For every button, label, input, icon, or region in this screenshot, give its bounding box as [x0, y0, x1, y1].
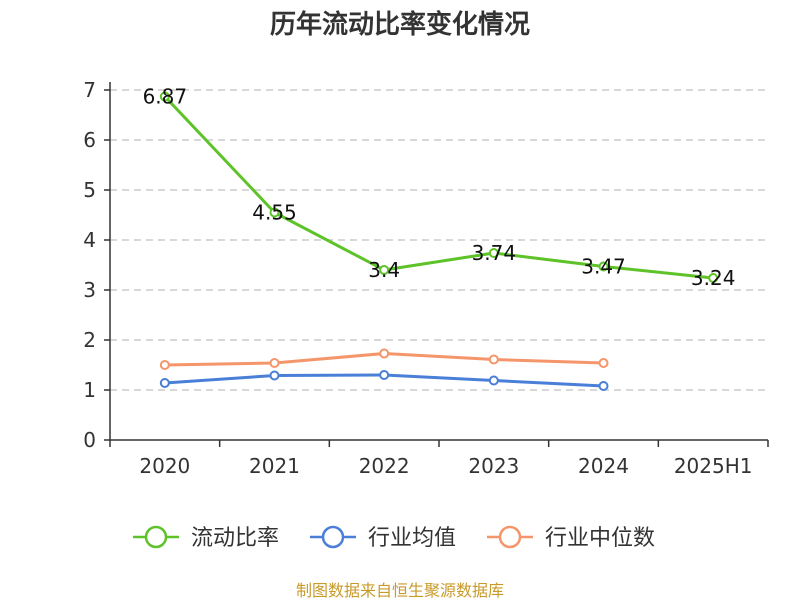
- y-tick-label: 5: [83, 178, 96, 202]
- data-label: 3.4: [368, 258, 400, 282]
- data-point: [379, 265, 390, 275]
- y-tick-label: 3: [83, 278, 96, 302]
- data-label: 6.87: [143, 85, 188, 109]
- y-tick-label: 2: [83, 328, 96, 352]
- y-tick-label: 6: [83, 128, 96, 152]
- legend-marker: [144, 525, 168, 549]
- data-label: 3.47: [581, 255, 626, 279]
- data-labels: 6.87 4.55 3.4 3.74 3.47 3.24: [143, 85, 736, 291]
- legend-label: 行业中位数: [545, 526, 655, 551]
- series-line-0: [163, 95, 714, 280]
- data-point: [159, 378, 170, 388]
- data-point: [488, 375, 499, 386]
- legend-marker: [321, 525, 345, 549]
- data-point: [379, 370, 390, 380]
- data-point: [488, 354, 499, 365]
- axes: 0 1 2 3 4 5 6 7 2020 2021 2022 2023 2024 2025H1: [83, 78, 769, 478]
- x-tick-label: 2024: [578, 454, 629, 478]
- y-tick-label: 7: [83, 78, 96, 102]
- data-point: [488, 248, 499, 258]
- legend-label: 行业均值: [368, 526, 456, 551]
- series-lines: [159, 91, 719, 391]
- data-label: 3.74: [472, 241, 517, 265]
- data-point: [598, 261, 609, 272]
- legend-label: 流动比率: [191, 526, 279, 551]
- x-tick-label: 2021: [249, 454, 300, 478]
- y-tick-label: 1: [83, 378, 96, 402]
- y-tick-label: 4: [83, 228, 96, 252]
- x-tick-label: 2020: [139, 454, 190, 478]
- data-point: [159, 360, 170, 370]
- chart-title: 历年流动比率变化情况: [270, 9, 530, 40]
- legend: 流动比率 行业均值 行业中位数: [133, 525, 655, 551]
- data-point: [379, 348, 390, 359]
- y-tick-label: 0: [83, 428, 96, 452]
- x-tick-label: 2023: [468, 454, 519, 478]
- grid-lines: [110, 89, 768, 391]
- data-point: [598, 381, 609, 391]
- data-point: [269, 370, 280, 381]
- data-point: [598, 358, 609, 368]
- legend-marker: [498, 525, 522, 549]
- data-point: [159, 91, 170, 102]
- x-tick-label: 2022: [359, 454, 410, 478]
- data-label: 4.55: [252, 201, 297, 225]
- data-point: [708, 273, 719, 283]
- data-point: [269, 207, 280, 218]
- source-note: 制图数据来自恒生聚源数据库: [296, 581, 504, 600]
- data-point: [269, 358, 280, 368]
- x-tick-label: 2025H1: [674, 454, 753, 478]
- data-label: 3.24: [691, 266, 736, 290]
